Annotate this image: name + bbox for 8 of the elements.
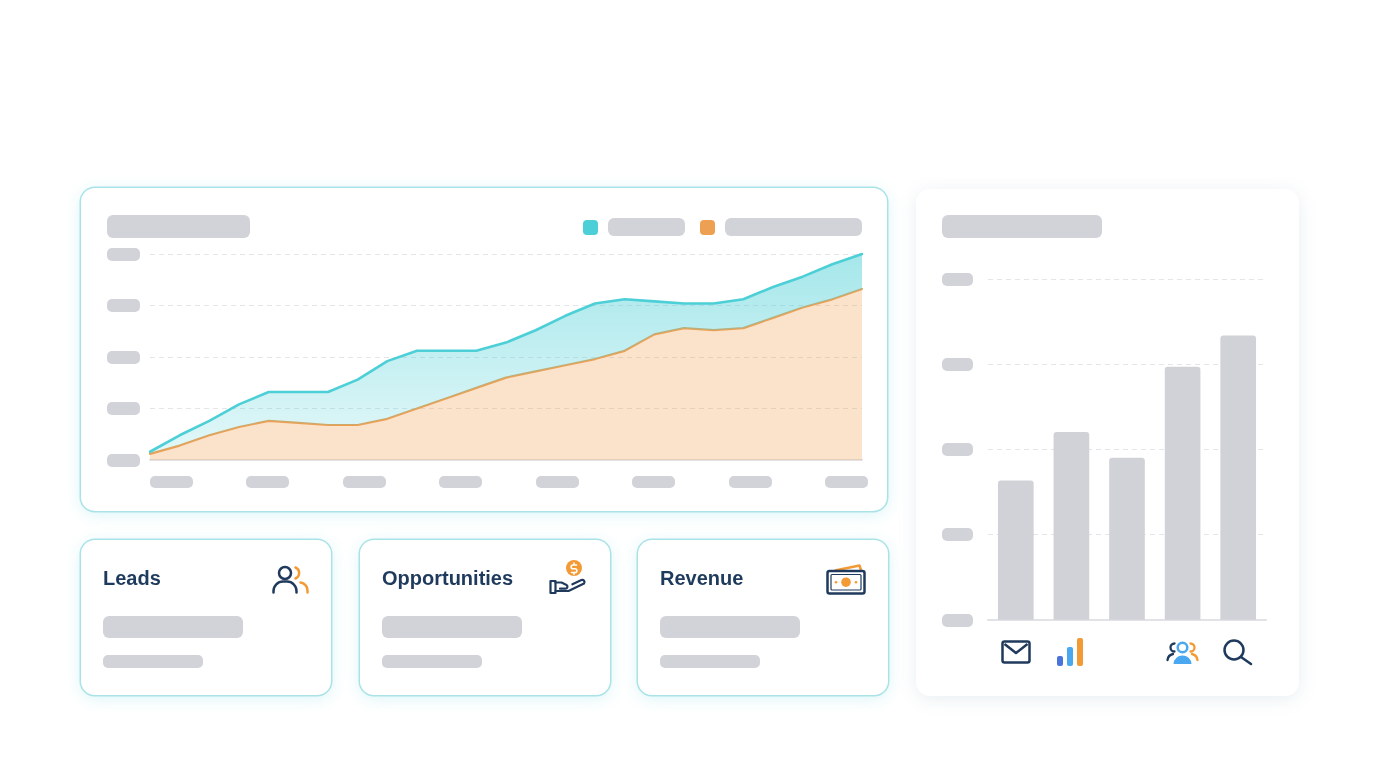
bar (1164, 366, 1201, 620)
bar (1109, 457, 1145, 620)
text: Revenue (660, 566, 744, 589)
text: Leads (103, 566, 161, 589)
bar (997, 480, 1034, 620)
bar (1220, 335, 1257, 620)
text: Opportunities (382, 566, 514, 589)
bar (1053, 432, 1090, 620)
